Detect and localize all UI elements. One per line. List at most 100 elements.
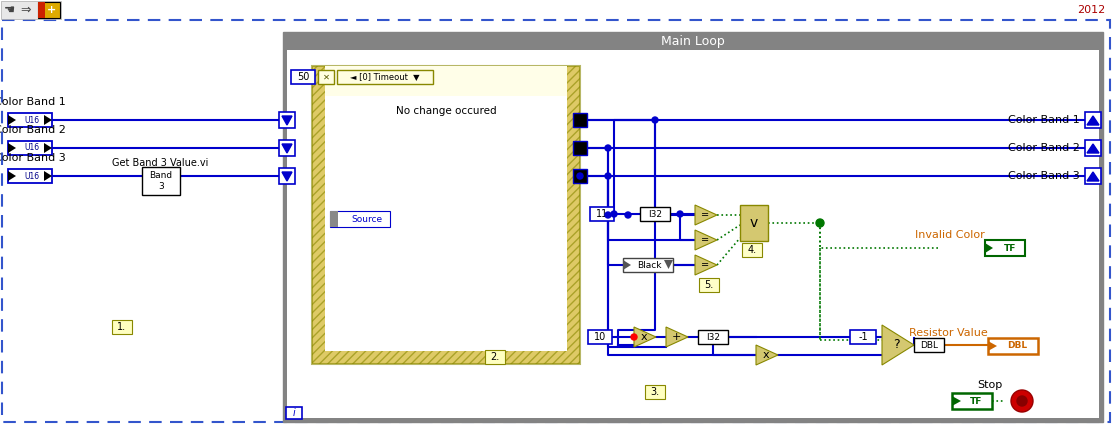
Text: +: + <box>48 5 57 15</box>
Text: ⇒: ⇒ <box>21 3 31 17</box>
Polygon shape <box>756 345 778 365</box>
Polygon shape <box>282 172 292 181</box>
FancyBboxPatch shape <box>1085 112 1101 128</box>
Text: =: = <box>701 260 709 270</box>
Text: Color Band 1: Color Band 1 <box>0 97 66 107</box>
Text: Band
3: Band 3 <box>149 171 172 191</box>
Polygon shape <box>695 255 717 275</box>
Text: Color Band 2: Color Band 2 <box>0 125 66 135</box>
Text: U16: U16 <box>24 144 40 153</box>
Polygon shape <box>695 230 717 250</box>
Text: U16: U16 <box>24 116 40 125</box>
Text: I32: I32 <box>648 210 662 218</box>
Text: Color Band 2: Color Band 2 <box>1009 143 1080 153</box>
Text: 1.: 1. <box>118 322 127 332</box>
Text: TF: TF <box>1004 244 1016 252</box>
FancyBboxPatch shape <box>38 2 60 18</box>
FancyBboxPatch shape <box>739 205 768 241</box>
Text: 4.: 4. <box>747 245 756 255</box>
Text: 10: 10 <box>594 332 606 342</box>
FancyBboxPatch shape <box>8 113 52 127</box>
FancyBboxPatch shape <box>325 96 567 351</box>
Polygon shape <box>985 243 993 253</box>
Text: No change occured: No change occured <box>396 106 496 116</box>
FancyBboxPatch shape <box>337 70 433 84</box>
Text: Main Loop: Main Loop <box>662 34 725 48</box>
FancyBboxPatch shape <box>590 207 614 221</box>
Text: x: x <box>641 332 647 342</box>
FancyBboxPatch shape <box>850 330 876 344</box>
Text: v: v <box>749 216 758 230</box>
Text: Resistor Value: Resistor Value <box>910 328 987 338</box>
Polygon shape <box>695 205 717 225</box>
Text: 3.: 3. <box>651 387 659 397</box>
Text: U16: U16 <box>24 172 40 181</box>
FancyBboxPatch shape <box>987 338 1037 354</box>
Polygon shape <box>1088 116 1099 125</box>
FancyBboxPatch shape <box>112 320 132 334</box>
Text: =: = <box>701 235 709 245</box>
FancyBboxPatch shape <box>623 258 673 272</box>
FancyBboxPatch shape <box>573 169 587 183</box>
Circle shape <box>625 212 631 218</box>
Polygon shape <box>282 144 292 153</box>
Text: TF: TF <box>970 397 982 405</box>
FancyBboxPatch shape <box>279 112 295 128</box>
Text: Color Band 3: Color Band 3 <box>0 153 66 163</box>
Text: i: i <box>292 408 296 418</box>
Circle shape <box>610 211 617 217</box>
Circle shape <box>631 334 637 340</box>
FancyBboxPatch shape <box>325 66 567 96</box>
Polygon shape <box>952 396 961 406</box>
FancyBboxPatch shape <box>699 278 719 292</box>
Text: +: + <box>672 332 681 342</box>
Circle shape <box>605 145 610 151</box>
FancyBboxPatch shape <box>0 0 1112 20</box>
Text: ☚: ☚ <box>4 3 16 17</box>
Polygon shape <box>1088 144 1099 153</box>
FancyBboxPatch shape <box>952 393 992 409</box>
FancyBboxPatch shape <box>1085 168 1101 184</box>
FancyBboxPatch shape <box>142 167 180 195</box>
Polygon shape <box>623 260 631 270</box>
FancyBboxPatch shape <box>287 50 1099 418</box>
Circle shape <box>577 173 583 179</box>
FancyBboxPatch shape <box>8 169 52 183</box>
Circle shape <box>652 117 658 123</box>
Polygon shape <box>44 143 52 153</box>
FancyBboxPatch shape <box>330 211 390 227</box>
Text: Source: Source <box>351 215 383 224</box>
FancyBboxPatch shape <box>645 385 665 399</box>
FancyBboxPatch shape <box>312 66 580 364</box>
Polygon shape <box>664 260 673 269</box>
Text: DBL: DBL <box>920 340 939 349</box>
Text: ✕: ✕ <box>322 73 329 82</box>
FancyBboxPatch shape <box>282 32 1103 422</box>
Polygon shape <box>282 116 292 125</box>
FancyBboxPatch shape <box>279 140 295 156</box>
Text: 50: 50 <box>297 72 309 82</box>
Polygon shape <box>987 341 997 351</box>
Text: -1: -1 <box>858 332 867 342</box>
Text: Color Band 3: Color Band 3 <box>1009 171 1080 181</box>
Text: 2.: 2. <box>490 352 499 362</box>
Polygon shape <box>8 115 16 125</box>
Polygon shape <box>882 325 914 365</box>
FancyBboxPatch shape <box>914 338 944 352</box>
Circle shape <box>677 211 683 217</box>
FancyBboxPatch shape <box>318 70 334 84</box>
Text: ?: ? <box>893 338 900 351</box>
Text: 11: 11 <box>596 209 608 219</box>
Text: 2012: 2012 <box>1076 5 1105 15</box>
FancyBboxPatch shape <box>573 141 587 155</box>
FancyBboxPatch shape <box>279 168 295 184</box>
Polygon shape <box>8 143 16 153</box>
Circle shape <box>605 173 610 179</box>
FancyBboxPatch shape <box>291 70 315 84</box>
Polygon shape <box>8 171 16 181</box>
FancyBboxPatch shape <box>698 330 728 344</box>
Text: x: x <box>763 350 770 360</box>
Text: 5.: 5. <box>704 280 714 290</box>
Text: I32: I32 <box>706 332 719 342</box>
FancyBboxPatch shape <box>742 243 762 257</box>
